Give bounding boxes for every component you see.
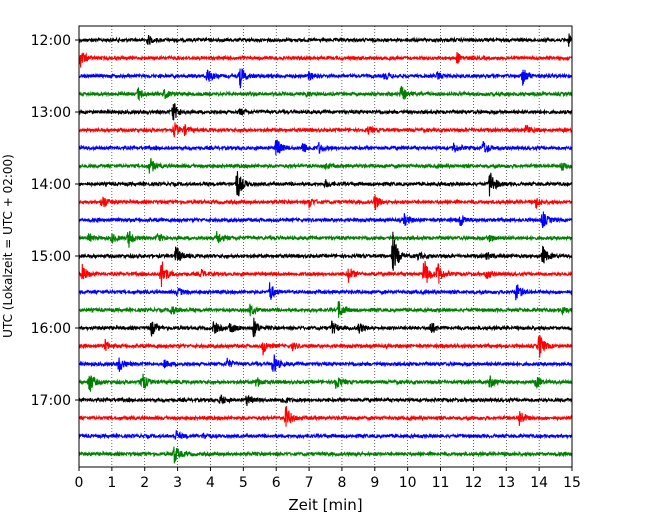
x-tick-label: 11 <box>432 475 450 491</box>
x-tick-label: 1 <box>107 475 116 491</box>
trace-row <box>78 354 573 372</box>
trace-row <box>78 139 573 156</box>
trace-row <box>78 171 573 197</box>
plot-area <box>78 25 573 468</box>
x-tick-label: 15 <box>563 475 581 491</box>
x-tick-label: 3 <box>173 475 182 491</box>
trace-row <box>78 430 573 440</box>
y-tick-label: 14:00 <box>31 177 71 193</box>
trace-row <box>78 282 573 301</box>
trace-row <box>78 317 573 338</box>
trace-row <box>78 300 573 318</box>
y-tick-label: 12:00 <box>31 33 71 49</box>
x-tick-label: 8 <box>337 475 346 491</box>
trace-row <box>78 194 573 211</box>
y-axis-label: UTC (Lokalzeit = UTC + 02:00) <box>1 154 15 338</box>
trace-row <box>78 103 573 121</box>
x-tick-label: 9 <box>370 475 379 491</box>
y-tick-label: 13:00 <box>31 105 71 121</box>
x-tick-label: 2 <box>140 475 149 491</box>
trace-row <box>78 157 573 174</box>
y-tick-label: 17:00 <box>31 393 71 409</box>
trace-row <box>78 394 573 407</box>
trace-row <box>78 122 573 138</box>
trace-row <box>78 230 573 248</box>
trace-row <box>78 335 573 358</box>
trace-row <box>78 373 573 392</box>
x-tick-label: 7 <box>305 475 314 491</box>
trace-row <box>78 33 573 47</box>
y-axis-ticks: 12:00 13:00 14:00 15:00 16:00 17:00 <box>31 33 79 409</box>
x-tick-label: 14 <box>530 475 548 491</box>
x-tick-label: 10 <box>399 475 417 491</box>
trace-row <box>78 405 573 427</box>
trace-row <box>78 231 573 271</box>
trace-row <box>78 211 573 229</box>
seismic-traces <box>78 33 573 464</box>
x-tick-label: 12 <box>464 475 482 491</box>
x-axis-label: Zeit [min] <box>288 496 362 514</box>
x-tick-label: 4 <box>206 475 215 491</box>
y-tick-label: 15:00 <box>31 249 71 265</box>
x-axis-ticks: 0 1 2 3 4 5 6 7 8 9 10 11 12 13 14 15 <box>75 467 581 491</box>
x-tick-label: 0 <box>75 475 84 491</box>
y-tick-label: 16:00 <box>31 321 71 337</box>
x-tick-label: 6 <box>272 475 281 491</box>
trace-row <box>78 260 573 288</box>
x-tick-label: 5 <box>239 475 248 491</box>
plot-frame <box>78 25 573 468</box>
trace-row <box>78 446 573 464</box>
trace-row <box>78 68 573 89</box>
trace-row <box>78 52 573 68</box>
trace-row <box>78 85 573 102</box>
plot-background <box>79 26 572 467</box>
x-tick-label: 13 <box>497 475 515 491</box>
